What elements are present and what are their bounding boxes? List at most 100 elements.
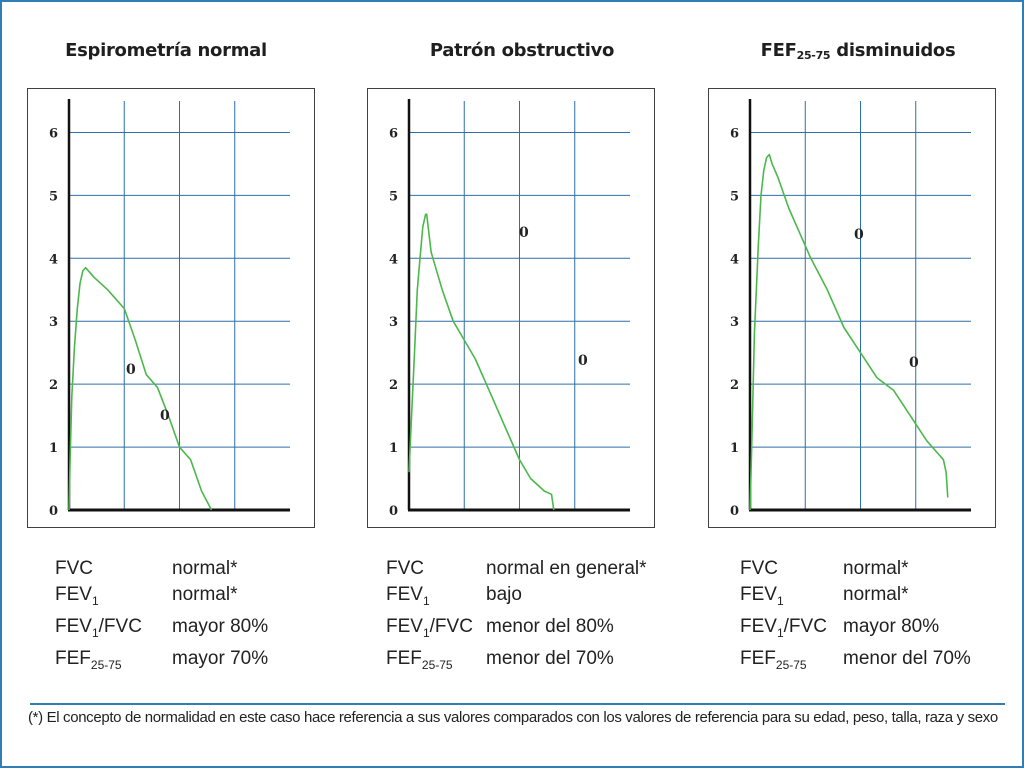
stat-row: FEV1 bajo [386, 582, 647, 614]
stat-name-subscript: 1 [422, 594, 430, 608]
stat-value: normal* [843, 558, 909, 579]
flow-volume-curve [749, 153, 949, 511]
stat-name-main: FVC [55, 558, 93, 579]
stat-name-subscript: 1 [776, 626, 784, 640]
chart-normal: 0 1 2 3 4 5 6 0 0 [49, 99, 290, 519]
stat-name-suffix: /FVC [429, 616, 473, 637]
panel-title-obstructive: Patrón obstructivo [372, 40, 672, 62]
flow-volume-curve [68, 266, 213, 511]
stat-row: FVC normal* [740, 556, 971, 582]
y-tick-label: 4 [730, 252, 739, 267]
y-tick-label: 2 [49, 378, 58, 393]
flow-volume-curve [408, 213, 555, 511]
stat-name-subscript: 25-75 [775, 658, 807, 672]
y-tick-label: 3 [49, 315, 58, 330]
stat-value: mayor 80% [843, 616, 940, 637]
stat-value: bajo [486, 584, 522, 605]
stat-name-main: FEV [740, 616, 777, 637]
panel-title-text: FEF [760, 40, 797, 61]
curve-annotation: 0 [519, 225, 529, 241]
chart-obstructive: 0 1 2 3 4 5 6 0 0 [389, 99, 630, 519]
stat-value: mayor 80% [172, 616, 269, 637]
stat-name: FVC [386, 556, 486, 582]
stat-name: FEV1 [386, 582, 486, 614]
panel-title-subscript: 25-75 [796, 49, 831, 62]
stat-name-main: FEV [55, 616, 92, 637]
y-tick-label: 6 [49, 126, 58, 141]
curve-annotation: 0 [578, 353, 588, 369]
stat-name-subscript: 1 [776, 594, 784, 608]
y-tick-label: 6 [730, 126, 739, 141]
panel-title-normal: Espirometría normal [16, 40, 316, 62]
stat-row: FEV1/FVC menor del 80% [386, 614, 647, 646]
stat-value: normal* [172, 584, 238, 605]
stat-name: FEV1/FVC [55, 614, 172, 646]
y-tick-label: 6 [389, 126, 398, 141]
stat-row: FVC normal en general* [386, 556, 647, 582]
y-tick-label: 3 [389, 315, 398, 330]
stat-name-main: FVC [740, 558, 778, 579]
y-tick-label: 4 [389, 252, 398, 267]
footnote: (*) El concepto de normalidad en este ca… [28, 709, 998, 726]
stat-name-main: FEF [740, 648, 776, 669]
stat-name-subscript: 25-75 [90, 658, 122, 672]
curve-annotation: 0 [160, 408, 170, 424]
curve-annotation: 0 [126, 362, 136, 378]
stat-value: mayor 70% [172, 648, 269, 669]
y-tick-label: 1 [389, 441, 398, 456]
y-tick-label: 4 [49, 252, 58, 267]
stat-value: normal* [843, 584, 909, 605]
stat-name-subscript: 1 [91, 594, 99, 608]
footnote-divider [30, 703, 1005, 705]
y-tick-label: 1 [730, 441, 739, 456]
y-tick-label: 5 [389, 189, 398, 204]
stat-row: FEF25-75 menor del 70% [386, 646, 647, 678]
y-tick-label: 0 [49, 504, 58, 519]
stat-name-main: FEF [55, 648, 91, 669]
stat-name: FEV1 [740, 582, 843, 614]
stats-fef-decreased: FVC normal* FEV1 normal* FEV1/FVC mayor 80%… [740, 556, 971, 678]
stat-name: FVC [55, 556, 172, 582]
stat-name-subscript: 1 [422, 626, 430, 640]
chart-box-obstructive: 0 1 2 3 4 5 6 0 0 [367, 88, 655, 528]
stat-name: FEV1/FVC [386, 614, 486, 646]
stat-name: FEF25-75 [386, 646, 486, 678]
stat-row: FEF25-75 mayor 70% [55, 646, 268, 678]
stat-name-subscript: 1 [91, 626, 99, 640]
stat-row: FVC normal* [55, 556, 268, 582]
y-tick-label: 2 [730, 378, 739, 393]
stat-name-main: FEF [386, 648, 422, 669]
stat-name-suffix: /FVC [98, 616, 142, 637]
curve-annotation: 0 [909, 355, 919, 371]
stat-name-main: FEV [386, 584, 423, 605]
stat-row: FEV1/FVC mayor 80% [55, 614, 268, 646]
stat-value: menor del 80% [486, 616, 614, 637]
stat-value: normal en general* [486, 558, 647, 579]
stat-value: menor del 70% [843, 648, 971, 669]
stats-normal: FVC normal* FEV1 normal* FEV1/FVC mayor 80%… [55, 556, 268, 678]
stat-name-main: FEV [55, 584, 92, 605]
stat-name-main: FVC [386, 558, 424, 579]
stats-obstructive: FVC normal en general* FEV1 bajo FEV1/FVC m… [386, 556, 647, 678]
stat-row: FEF25-75 menor del 70% [740, 646, 971, 678]
stat-value: normal* [172, 558, 238, 579]
panel-title-suffix: disminuidos [830, 40, 956, 61]
y-tick-label: 0 [730, 504, 739, 519]
stat-row: FEV1 normal* [740, 582, 971, 614]
stat-row: FEV1 normal* [55, 582, 268, 614]
stat-name-main: FEV [740, 584, 777, 605]
stat-name: FEF25-75 [55, 646, 172, 678]
panel-title-fef-decreased: FEF25-75 disminuidos [708, 40, 1008, 62]
y-tick-label: 2 [389, 378, 398, 393]
stat-name: FVC [740, 556, 843, 582]
stat-name-subscript: 25-75 [421, 658, 453, 672]
y-tick-label: 5 [730, 189, 739, 204]
chart-fef-decreased: 0 1 2 3 4 5 6 0 0 [730, 99, 971, 519]
chart-box-normal: 0 1 2 3 4 5 6 0 0 [27, 88, 315, 528]
stat-row: FEV1/FVC mayor 80% [740, 614, 971, 646]
y-tick-label: 0 [389, 504, 398, 519]
curve-annotation: 0 [854, 227, 864, 243]
stat-name-main: FEV [386, 616, 423, 637]
panel-title-text: Espirometría normal [65, 40, 267, 61]
